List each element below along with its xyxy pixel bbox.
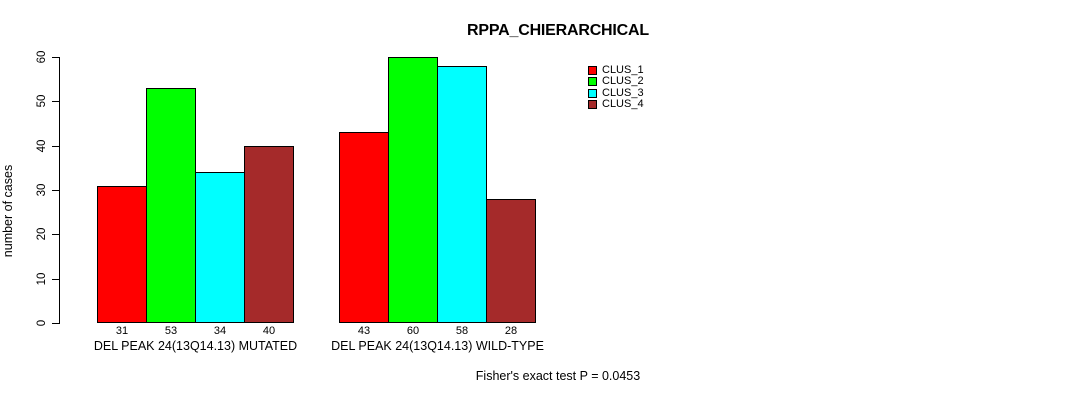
y-tick-label: 40: [36, 139, 48, 153]
bar-value-label: 60: [406, 325, 420, 337]
y-tick-label: 30: [36, 183, 48, 197]
bar-value-label: 31: [115, 325, 129, 337]
y-tick: [52, 278, 59, 280]
bar-value-label: 53: [164, 325, 178, 337]
legend-item-clus_1: CLUS_1: [588, 65, 644, 76]
x-group-label: DEL PEAK 24(13Q14.13) WILD-TYPE: [331, 339, 544, 353]
bar-clus_1-group1: [97, 186, 147, 323]
bar-value-label: 40: [262, 325, 276, 337]
bar-clus_2-group1: [146, 88, 196, 323]
legend-label: CLUS_4: [602, 98, 644, 111]
bar-clus_1-group2: [339, 132, 389, 323]
legend-swatch: [588, 66, 597, 76]
legend-item-clus_3: CLUS_3: [588, 86, 644, 99]
y-tick-label: 60: [36, 50, 48, 64]
y-tick: [52, 101, 59, 103]
y-tick: [52, 145, 59, 147]
legend-label: CLUS_1: [602, 64, 644, 77]
legend-label: CLUS_2: [602, 75, 644, 88]
bar-clus_2-group2: [388, 57, 438, 323]
y-tick: [52, 57, 59, 58]
bar-clus_4-group2: [486, 199, 536, 323]
bar-clus_3-group1: [195, 172, 245, 323]
y-tick: [52, 190, 59, 191]
annotation-fisher-test: Fisher's exact test P = 0.0453: [475, 369, 641, 383]
legend-item-clus_4: CLUS_4: [588, 99, 644, 110]
bar-value-label: 34: [213, 325, 227, 337]
bar-value-label: 58: [455, 325, 469, 337]
y-tick-label: 20: [36, 227, 48, 241]
bar-clus_3-group2: [437, 66, 487, 323]
y-tick-label: 50: [36, 94, 48, 108]
y-tick-label: 10: [36, 272, 48, 286]
chart-title: RPPA_CHIERARCHICAL: [467, 22, 649, 39]
legend-item-clus_2: CLUS_2: [588, 76, 644, 87]
x-group-label: DEL PEAK 24(13Q14.13) MUTATED: [93, 339, 298, 353]
y-tick: [52, 234, 59, 236]
legend-swatch: [588, 77, 597, 87]
y-tick-label: 0: [36, 319, 48, 327]
legend-label: CLUS_3: [602, 86, 644, 99]
bar-value-label: 43: [357, 325, 371, 337]
legend-swatch: [588, 100, 597, 110]
y-axis-label: number of cases: [1, 164, 15, 258]
legend-swatch: [588, 88, 597, 98]
bar-value-label: 28: [504, 325, 518, 337]
y-tick: [52, 323, 59, 324]
bar-clus_4-group1: [244, 146, 294, 323]
y-axis-line: [59, 57, 60, 324]
legend: CLUS_1 CLUS_2 CLUS_3 CLUS_4: [588, 65, 644, 110]
